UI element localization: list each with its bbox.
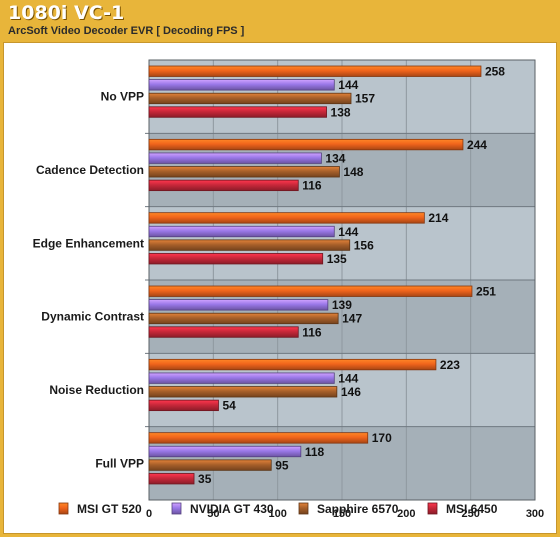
bar bbox=[148, 212, 425, 224]
chart-title: 1080i VC-1 bbox=[8, 2, 125, 24]
bar bbox=[148, 225, 335, 238]
category-label: Full VPP bbox=[95, 456, 144, 470]
bar bbox=[148, 459, 272, 471]
data-label: 116 bbox=[302, 325, 322, 339]
category-label: No VPP bbox=[101, 90, 144, 104]
bar bbox=[148, 79, 335, 91]
legend-swatch bbox=[58, 502, 69, 515]
bar bbox=[148, 152, 322, 164]
category-label: Noise Reduction bbox=[49, 383, 144, 397]
data-label: 148 bbox=[343, 165, 363, 179]
data-label: 144 bbox=[338, 371, 358, 385]
data-label: 118 bbox=[305, 445, 325, 459]
data-label: 157 bbox=[355, 92, 375, 106]
data-label: 135 bbox=[327, 252, 347, 266]
bar bbox=[148, 253, 324, 265]
data-label: 251 bbox=[476, 285, 496, 299]
data-label: 144 bbox=[338, 78, 358, 92]
x-tick-label: 100 bbox=[268, 508, 286, 520]
data-label: 95 bbox=[275, 458, 289, 472]
bar bbox=[148, 372, 335, 384]
x-tick-label: 0 bbox=[146, 508, 152, 520]
category-label: Cadence Detection bbox=[36, 163, 144, 177]
bar bbox=[148, 386, 338, 398]
bar bbox=[148, 179, 299, 192]
chart-subtitle: ArcSoft Video Decoder EVR [ Decoding FPS… bbox=[8, 25, 245, 37]
bar bbox=[148, 285, 473, 297]
bar bbox=[148, 65, 482, 77]
bar bbox=[148, 166, 340, 178]
x-tick-label: 200 bbox=[397, 508, 415, 520]
bar bbox=[148, 299, 329, 311]
data-label: 223 bbox=[440, 358, 460, 372]
data-label: 144 bbox=[338, 225, 358, 239]
bar bbox=[148, 445, 302, 458]
bar bbox=[148, 432, 369, 444]
bar bbox=[148, 239, 351, 251]
data-label: 146 bbox=[341, 385, 361, 399]
x-tick-label: 50 bbox=[207, 508, 219, 520]
x-tick-label: 150 bbox=[333, 508, 351, 520]
data-label: 214 bbox=[428, 211, 448, 225]
data-label: 244 bbox=[467, 138, 487, 152]
bar bbox=[148, 92, 352, 105]
data-label: 134 bbox=[325, 151, 345, 165]
legend-label: MSI GT 520 bbox=[77, 502, 142, 516]
category-label: Edge Enhancement bbox=[33, 236, 144, 250]
legend-swatch bbox=[298, 502, 309, 515]
bar bbox=[148, 358, 437, 371]
chart-header: 1080i VC-1 ArcSoft Video Decoder EVR [ D… bbox=[0, 0, 560, 44]
data-label: 156 bbox=[354, 238, 374, 252]
legend-label: Sapphire 6570 bbox=[317, 502, 399, 516]
x-tick-label: 300 bbox=[526, 508, 544, 520]
bar bbox=[148, 138, 464, 151]
data-label: 35 bbox=[198, 472, 212, 486]
data-label: 138 bbox=[331, 105, 351, 119]
legend-label: MSI 6450 bbox=[446, 502, 498, 516]
category-label: Dynamic Contrast bbox=[41, 310, 144, 324]
bar bbox=[148, 106, 327, 118]
legend-swatch bbox=[171, 502, 182, 515]
bar bbox=[148, 399, 219, 412]
data-label: 54 bbox=[222, 399, 236, 413]
bar bbox=[148, 473, 195, 485]
data-label: 116 bbox=[302, 179, 322, 193]
data-label: 147 bbox=[342, 312, 362, 326]
bar bbox=[148, 326, 299, 338]
data-label: 139 bbox=[332, 298, 352, 312]
x-tick-label: 250 bbox=[461, 508, 479, 520]
chart-panel: No VPP Cadence Detection Edge Enhancement D… bbox=[3, 42, 557, 534]
bar-chart: No VPP Cadence Detection Edge Enhancement D… bbox=[33, 59, 544, 520]
data-label: 258 bbox=[485, 65, 505, 79]
legend-label: NVIDIA GT 430 bbox=[190, 502, 274, 516]
data-label: 170 bbox=[372, 431, 392, 445]
plot-border bbox=[148, 59, 536, 501]
bar bbox=[148, 312, 339, 325]
legend-swatch bbox=[427, 502, 438, 515]
